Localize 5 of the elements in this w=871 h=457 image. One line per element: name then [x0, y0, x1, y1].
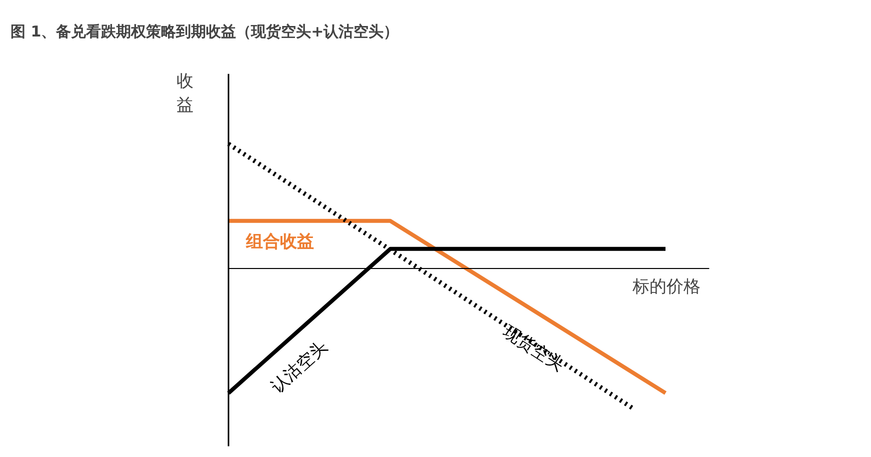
- y-axis-title: 收益: [176, 72, 194, 116]
- x-axis-title: 标的价格: [631, 276, 700, 297]
- text: 认沽空头: [268, 336, 332, 398]
- series-label: 组合收益: [244, 232, 314, 252]
- chart-title: 图 1、备兑看跌期权策略到期收益（现货空头+认沽空头）: [10, 22, 399, 40]
